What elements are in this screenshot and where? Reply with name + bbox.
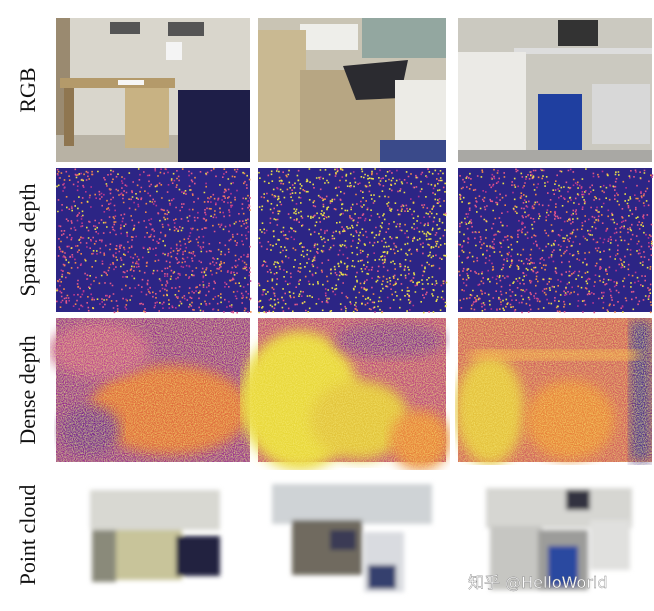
dense-depth-image — [240, 318, 450, 470]
dense-depth-image — [50, 318, 250, 462]
rgb-image — [458, 18, 652, 162]
rgb-image — [258, 18, 446, 162]
point-cloud — [272, 484, 432, 592]
sparse-depth-image — [56, 168, 654, 314]
watermark: 知乎 @HelloWorld — [468, 573, 608, 592]
point-cloud — [90, 490, 220, 582]
rgb-image — [56, 18, 250, 162]
depth-points — [56, 168, 251, 314]
row-label: Point cloud — [15, 485, 40, 586]
depth-points — [57, 168, 252, 313]
row-label: Dense depth — [15, 335, 40, 444]
point-cloud — [486, 488, 632, 590]
row-label: Sparse depth — [15, 183, 40, 296]
dense-depth-image — [455, 318, 652, 465]
row-label: RGB — [15, 67, 40, 112]
depth-points — [259, 168, 446, 313]
